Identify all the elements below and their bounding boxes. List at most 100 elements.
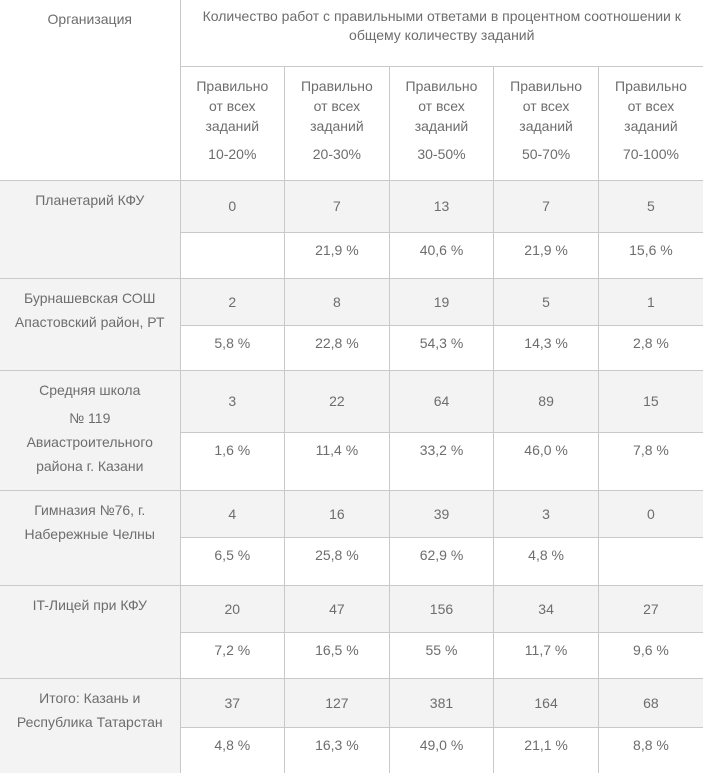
org-name-line: Средняя школа bbox=[39, 381, 141, 398]
org-name-cell: IT-Лицей при КФУ bbox=[0, 584, 181, 679]
subheader-cell-10-20: Правильно от всех заданий 10-20% bbox=[179, 65, 286, 181]
subheader-label: Правильно от всех заданий bbox=[510, 77, 583, 134]
percent-cell: 5,8 % bbox=[179, 324, 286, 371]
percent-row-total: 4,8 % 16,3 % 49,0 % 21,1 % 8,8 % bbox=[0, 726, 703, 773]
org-name-cell: Планетарий КФУ bbox=[0, 179, 181, 279]
org-name-line: IT-Лицей при КФУ bbox=[32, 596, 147, 613]
subheader-range: 10-20% bbox=[208, 145, 257, 162]
org-column-header: Организация bbox=[0, 0, 181, 181]
counts-row: Бурнашевская СОШ Апастовский район, РТ 2… bbox=[0, 277, 703, 371]
percent-cell: 11,4 % bbox=[284, 431, 390, 491]
count-cell: 37 bbox=[179, 677, 286, 728]
count-cell: 5 bbox=[493, 277, 599, 326]
count-cell: 68 bbox=[597, 677, 703, 728]
percent-cell: 4,8 % bbox=[493, 536, 599, 586]
count-cell: 64 bbox=[388, 369, 495, 433]
count-cell: 1 bbox=[597, 277, 703, 326]
counts-row: IT-Лицей при КФУ 20 47 156 34 27 bbox=[0, 584, 703, 679]
count-cell: 47 bbox=[284, 584, 390, 633]
percent-cell: 7,2 % bbox=[179, 631, 286, 679]
percent-row: 7,2 % 16,5 % 55 % 11,7 % 9,6 % bbox=[0, 631, 703, 679]
count-cell: 5 bbox=[597, 179, 703, 233]
counts-row-total: Итого: Казань и Республика Татарстан 37 … bbox=[0, 677, 703, 773]
percent-cell: 33,2 % bbox=[388, 431, 495, 491]
main-header-cell: Количество работ с правильными ответами … bbox=[179, 0, 703, 67]
counts-row: Гимназия №76, г. Набережные Челны 4 16 3… bbox=[0, 489, 703, 586]
subheader-range: 70-100% bbox=[622, 145, 679, 162]
count-cell: 22 bbox=[284, 369, 390, 433]
percent-cell: 54,3 % bbox=[388, 324, 495, 371]
count-cell: 13 bbox=[388, 179, 495, 233]
percent-cell: 1,6 % bbox=[179, 431, 286, 491]
count-cell: 7 bbox=[493, 179, 599, 233]
org-name-cell: Бурнашевская СОШ Апастовский район, РТ bbox=[0, 277, 181, 371]
org-name-line: Гимназия №76, г. Набережные Челны bbox=[24, 501, 155, 542]
header-row-main: Организация Количество работ с правильны… bbox=[0, 0, 703, 181]
percent-cell: 2,8 % bbox=[597, 324, 703, 371]
count-cell: 381 bbox=[388, 677, 495, 728]
percent-cell: 49,0 % bbox=[388, 726, 495, 773]
count-cell: 0 bbox=[597, 489, 703, 538]
subheader-label: Правильно от всех заданий bbox=[300, 77, 373, 134]
subheader-label: Правильно от всех заданий bbox=[615, 77, 687, 134]
percent-cell: 55 % bbox=[388, 631, 495, 679]
count-cell: 16 bbox=[284, 489, 390, 538]
subheader-label: Правильно от всех заданий bbox=[196, 77, 269, 134]
percent-cell: 16,3 % bbox=[284, 726, 390, 773]
subheader-range: 20-30% bbox=[312, 145, 362, 162]
subheader-cell-50-70: Правильно от всех заданий 50-70% bbox=[493, 65, 599, 181]
subheader-range: 50-70% bbox=[521, 145, 571, 162]
count-cell: 8 bbox=[284, 277, 390, 326]
percent-cell bbox=[179, 231, 286, 279]
percent-cell: 8,8 % bbox=[597, 726, 703, 773]
org-name-line: Бурнашевская СОШ Апастовский район, РТ bbox=[14, 289, 165, 330]
percent-cell: 46,0 % bbox=[493, 431, 599, 491]
count-cell: 7 bbox=[284, 179, 390, 233]
subheader-cell-20-30: Правильно от всех заданий 20-30% bbox=[284, 65, 390, 181]
percent-cell: 25,8 % bbox=[284, 536, 390, 586]
percent-cell: 14,3 % bbox=[493, 324, 599, 371]
count-cell: 20 bbox=[179, 584, 286, 633]
subheader-label: Правильно от всех заданий bbox=[405, 77, 478, 134]
percent-cell: 21,9 % bbox=[493, 231, 599, 279]
percent-cell: 21,1 % bbox=[493, 726, 599, 773]
counts-row: Средняя школа № 119 Авиастроительного ра… bbox=[0, 369, 703, 491]
org-name-cell: Средняя школа № 119 Авиастроительного ра… bbox=[0, 369, 181, 491]
percent-cell: 22,8 % bbox=[284, 324, 390, 371]
org-name-cell: Гимназия №76, г. Набережные Челны bbox=[0, 489, 181, 586]
subheader-cell-70-100: Правильно от всех заданий 70-100% bbox=[597, 65, 703, 181]
percent-cell: 21,9 % bbox=[284, 231, 390, 279]
percent-cell: 11,7 % bbox=[493, 631, 599, 679]
org-name-line: Планетарий КФУ bbox=[35, 191, 145, 208]
percent-cell bbox=[597, 536, 703, 586]
count-cell: 27 bbox=[597, 584, 703, 633]
percent-row: 6,5 % 25,8 % 62,9 % 4,8 % bbox=[0, 536, 703, 586]
org-name-cell-total: Итого: Казань и Республика Татарстан bbox=[0, 677, 181, 773]
percent-cell: 9,6 % bbox=[597, 631, 703, 679]
count-cell: 39 bbox=[388, 489, 495, 538]
org-name-line: Итого: Казань и Республика Татарстан bbox=[16, 689, 163, 730]
subheader-cell-30-50: Правильно от всех заданий 30-50% bbox=[388, 65, 495, 181]
count-cell: 4 bbox=[179, 489, 286, 538]
count-cell: 156 bbox=[388, 584, 495, 633]
percent-cell: 40,6 % bbox=[388, 231, 495, 279]
count-cell: 89 bbox=[493, 369, 599, 433]
percent-cell: 62,9 % bbox=[388, 536, 495, 586]
count-cell: 3 bbox=[179, 369, 286, 433]
percent-row: 21,9 % 40,6 % 21,9 % 15,6 % bbox=[0, 231, 703, 279]
subheader-range: 30-50% bbox=[417, 145, 466, 162]
count-cell: 2 bbox=[179, 277, 286, 326]
org-name-line: № 119 Авиастроительного района г. Казани bbox=[26, 409, 153, 474]
percent-cell: 16,5 % bbox=[284, 631, 390, 679]
count-cell: 15 bbox=[597, 369, 703, 433]
percent-cell: 6,5 % bbox=[179, 536, 286, 586]
percent-cell: 7,8 % bbox=[597, 431, 703, 491]
count-cell: 127 bbox=[284, 677, 390, 728]
count-cell: 164 bbox=[493, 677, 599, 728]
percent-cell: 15,6 % bbox=[597, 231, 703, 279]
count-cell: 0 bbox=[179, 179, 286, 233]
percent-cell: 4,8 % bbox=[179, 726, 286, 773]
counts-row: Планетарий КФУ 0 7 13 7 5 bbox=[0, 179, 703, 279]
percent-row: 1,6 % 11,4 % 33,2 % 46,0 % 7,8 % bbox=[0, 431, 703, 491]
